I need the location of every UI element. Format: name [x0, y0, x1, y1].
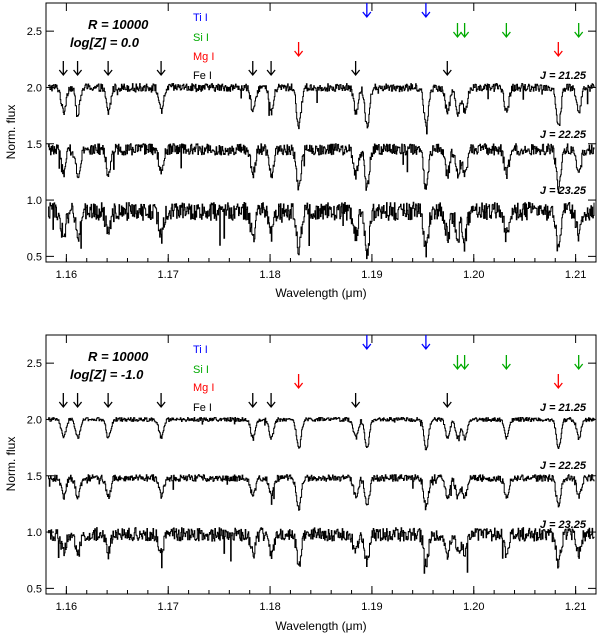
panel-top-spectra: [48, 83, 595, 260]
panel-top: 1.16 1.17 1.18 1.19 1.20 1.210.51.01.52.02.5 …: [4, 2, 597, 300]
line-marker-arrow-fe-i: [248, 61, 258, 77]
panel-bottom-legend-fe: Fe I: [193, 402, 212, 414]
panel-bottom-frame: [45, 334, 597, 595]
spectrum-series-2: [48, 143, 595, 193]
x-tick-label: 1.19: [361, 269, 382, 281]
line-marker-arrow-ti-i: [362, 3, 372, 19]
panel-top-resolution-label: R = 10000: [88, 17, 149, 32]
line-marker-arrow-fe-i: [73, 393, 83, 409]
line-marker-arrow-si-i: [460, 23, 470, 39]
y-tick-label: 2.0: [27, 82, 42, 94]
panel-bottom-series-label-1: J = 21.25: [540, 402, 587, 414]
line-marker-arrow-si-i: [452, 23, 462, 39]
panel-top-series-label-2: J = 22.25: [540, 129, 587, 141]
panel-bottom-markers: [58, 335, 584, 409]
spectrum-series-3: [48, 201, 595, 260]
line-marker-arrow-mg-i: [553, 42, 563, 58]
panel-bottom-metallicity-label: log[Z] = -1.0: [70, 367, 144, 382]
x-tick-label: 1.19: [361, 601, 382, 613]
line-marker-arrow-fe-i: [442, 61, 452, 77]
panel-top-legend-si: Si I: [193, 32, 209, 44]
line-marker-arrow-ti-i: [421, 3, 431, 19]
line-marker-arrow-fe-i: [58, 61, 68, 77]
panel-top-ticks: 1.16 1.17 1.18 1.19 1.20 1.21 0.5 1.0 1.5 2.0 2.5: [27, 3, 597, 281]
line-marker-arrow-mg-i: [553, 374, 563, 390]
y-tick-label: 0.5: [27, 583, 42, 595]
line-marker-arrow-fe-i: [103, 61, 113, 77]
x-tick-label: 1.20: [463, 269, 484, 281]
line-marker-arrow-ti-i: [362, 335, 372, 351]
y-tick-label: 2.5: [27, 358, 42, 370]
panel-top-series-label-3: J = 23.25: [540, 185, 587, 197]
line-marker-arrow-fe-i: [103, 393, 113, 409]
x-tick-label: 1.18: [259, 601, 280, 613]
panel-bottom-series-label-3: J = 23.25: [540, 519, 587, 531]
y-tick-label: 2.0: [27, 414, 42, 426]
line-marker-arrow-si-i: [501, 23, 511, 39]
panel-top-frame: [45, 2, 597, 263]
line-marker-arrow-si-i: [574, 23, 584, 39]
y-tick-label: 2.5: [27, 26, 42, 38]
y-tick-label: 0.5: [27, 251, 42, 263]
panel-top-series-label-1: J = 21.25: [540, 70, 587, 82]
spectrum-series-3: [48, 527, 595, 574]
line-marker-arrow-mg-i: [294, 374, 304, 390]
spectrum-series-1: [48, 417, 595, 451]
line-marker-arrow-si-i: [452, 355, 462, 371]
line-marker-arrow-si-i: [501, 355, 511, 371]
panel-bottom-legend-ti: Ti I: [193, 344, 208, 356]
y-tick-label: 1.5: [27, 471, 42, 483]
x-tick-label: 1.18: [259, 269, 280, 281]
panel-bottom-series-label-2: J = 22.25: [540, 460, 587, 472]
line-marker-arrow-si-i: [460, 355, 470, 371]
y-tick-label: 1.5: [27, 139, 42, 151]
panel-bottom-ticks: 1.16 1.17 1.18 1.19 1.20 1.21 0.5 1.0 1.5 2.0 2.5: [27, 335, 597, 613]
panel-bottom-legend-mg: Mg I: [193, 382, 214, 394]
line-marker-arrow-fe-i: [266, 61, 276, 77]
panel-bottom-spectra: [48, 417, 595, 574]
panel-top-markers: [58, 3, 584, 77]
y-tick-label: 1.0: [27, 527, 42, 539]
panel-top-y-axis-label: Norm. flux: [4, 105, 18, 160]
x-tick-label: 1.20: [463, 601, 484, 613]
x-tick-label: 1.16: [56, 269, 77, 281]
panel-bottom-y-axis-label: Norm. flux: [4, 437, 18, 492]
spectrum-series-2: [48, 474, 595, 511]
line-marker-arrow-fe-i: [248, 393, 258, 409]
line-marker-arrow-fe-i: [73, 61, 83, 77]
panel-top-legend-fe: Fe I: [193, 70, 212, 82]
line-marker-arrow-fe-i: [351, 393, 361, 409]
line-marker-arrow-si-i: [574, 355, 584, 371]
panel-bottom-x-axis-label: Wavelength (μm): [275, 619, 366, 633]
line-marker-arrow-fe-i: [442, 393, 452, 409]
line-marker-arrow-ti-i: [421, 335, 431, 351]
line-marker-arrow-fe-i: [156, 61, 166, 77]
x-tick-label: 1.21: [565, 269, 586, 281]
panel-bottom-legend-si: Si I: [193, 364, 209, 376]
panel-bottom: 1.16 1.17 1.18 1.19 1.20 1.210.51.01.52.02.5 …: [4, 334, 597, 633]
y-tick-label: 1.0: [27, 195, 42, 207]
x-tick-label: 1.17: [158, 269, 179, 281]
x-tick-label: 1.17: [158, 601, 179, 613]
line-marker-arrow-fe-i: [266, 393, 276, 409]
panel-bottom-resolution-label: R = 10000: [88, 349, 149, 364]
x-tick-label: 1.21: [565, 601, 586, 613]
panel-top-x-axis-label: Wavelength (μm): [275, 286, 366, 300]
panel-top-legend-ti: Ti I: [193, 12, 208, 24]
line-marker-arrow-fe-i: [351, 61, 361, 77]
line-marker-arrow-fe-i: [58, 393, 68, 409]
spectrum-series-1: [48, 83, 595, 135]
x-tick-label: 1.16: [56, 601, 77, 613]
panel-top-metallicity-label: log[Z] = 0.0: [70, 35, 140, 50]
line-marker-arrow-mg-i: [294, 42, 304, 58]
line-marker-arrow-fe-i: [156, 393, 166, 409]
panel-top-legend-mg: Mg I: [193, 51, 214, 63]
